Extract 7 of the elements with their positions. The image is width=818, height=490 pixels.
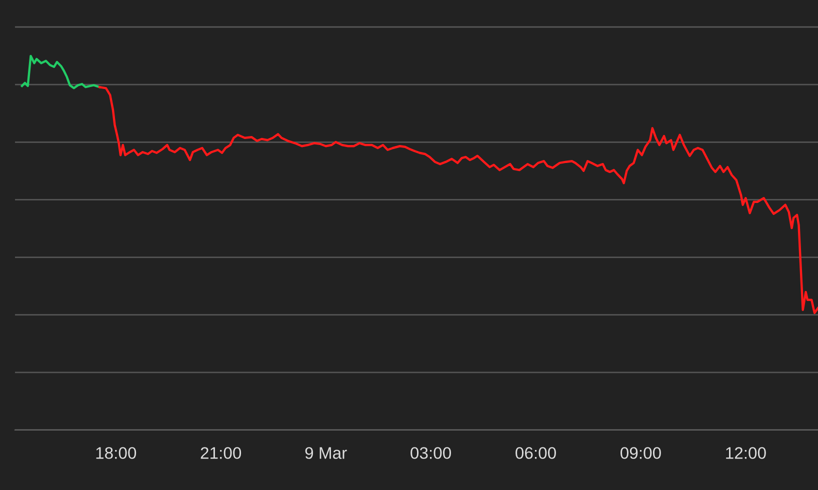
x-tick-label: 21:00 <box>200 447 242 459</box>
x-tick-label: 9 Mar <box>305 447 347 459</box>
x-tick-label: 06:00 <box>516 447 556 459</box>
x-tick-label: 12:00 <box>726 447 766 459</box>
x-tick-label: 09:00 <box>620 447 661 459</box>
x-tick-label: 03:00 <box>410 447 451 459</box>
x-tick-label: 18:00 <box>96 447 136 459</box>
